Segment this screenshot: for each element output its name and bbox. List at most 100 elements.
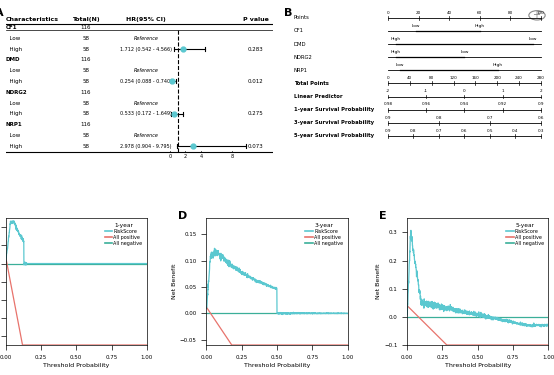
Text: E: E bbox=[379, 211, 387, 220]
Text: Reference: Reference bbox=[134, 36, 158, 41]
Text: 0.254 (0.088 - 0.740): 0.254 (0.088 - 0.740) bbox=[120, 79, 172, 84]
Text: 3-year Survival Probability: 3-year Survival Probability bbox=[294, 120, 374, 125]
Text: A: A bbox=[0, 8, 3, 18]
Text: Total Points: Total Points bbox=[294, 81, 329, 86]
Text: 58: 58 bbox=[82, 133, 89, 138]
Text: 40: 40 bbox=[447, 10, 452, 15]
Text: Points: Points bbox=[294, 15, 310, 20]
Text: 58: 58 bbox=[82, 79, 89, 84]
Y-axis label: Net Benefit: Net Benefit bbox=[172, 264, 177, 299]
Text: -2: -2 bbox=[386, 89, 390, 93]
Text: High: High bbox=[391, 50, 401, 54]
Text: Low: Low bbox=[6, 100, 20, 105]
Text: 58: 58 bbox=[82, 46, 89, 51]
Text: 200: 200 bbox=[493, 76, 501, 80]
Text: 20: 20 bbox=[416, 10, 421, 15]
Text: P value: P value bbox=[243, 17, 269, 22]
Text: 1.712 (0.542 - 4.566): 1.712 (0.542 - 4.566) bbox=[120, 46, 172, 51]
Text: 0.9: 0.9 bbox=[385, 129, 391, 133]
Text: 0.5: 0.5 bbox=[486, 129, 493, 133]
Text: 0.6: 0.6 bbox=[537, 116, 544, 120]
Text: Low: Low bbox=[460, 50, 469, 54]
Text: Low: Low bbox=[396, 63, 404, 67]
Text: HR(95% CI): HR(95% CI) bbox=[126, 17, 166, 22]
Text: +: + bbox=[532, 10, 540, 20]
Text: Low: Low bbox=[6, 68, 20, 73]
Text: 0.3: 0.3 bbox=[537, 129, 544, 133]
Text: 0.98: 0.98 bbox=[383, 102, 393, 106]
Text: B: B bbox=[284, 8, 292, 18]
Text: 0.9: 0.9 bbox=[537, 102, 544, 106]
Text: 0.012: 0.012 bbox=[248, 79, 263, 84]
Text: 160: 160 bbox=[471, 76, 479, 80]
Text: 100: 100 bbox=[537, 10, 545, 15]
Text: 2.978 (0.904 - 9.795): 2.978 (0.904 - 9.795) bbox=[120, 144, 172, 148]
Text: DMD: DMD bbox=[294, 42, 306, 46]
Text: 58: 58 bbox=[82, 111, 89, 116]
Text: High: High bbox=[6, 111, 22, 116]
Text: CF1: CF1 bbox=[6, 25, 17, 30]
Text: 5-year Survival Probability: 5-year Survival Probability bbox=[294, 134, 374, 138]
Text: Total(N): Total(N) bbox=[72, 17, 100, 22]
Text: 280: 280 bbox=[537, 76, 545, 80]
Text: 0.7: 0.7 bbox=[435, 129, 442, 133]
Text: 0.7: 0.7 bbox=[486, 116, 493, 120]
Text: 4: 4 bbox=[199, 154, 203, 159]
Text: 116: 116 bbox=[80, 90, 91, 95]
Text: 0.4: 0.4 bbox=[512, 129, 519, 133]
Text: D: D bbox=[178, 211, 187, 220]
Text: 0.283: 0.283 bbox=[248, 46, 263, 51]
Text: 120: 120 bbox=[450, 76, 458, 80]
Text: 58: 58 bbox=[82, 68, 89, 73]
Text: 116: 116 bbox=[80, 25, 91, 30]
Text: 0.92: 0.92 bbox=[498, 102, 507, 106]
Text: High: High bbox=[6, 79, 22, 84]
Text: 0.96: 0.96 bbox=[422, 102, 431, 106]
Text: DMD: DMD bbox=[6, 57, 20, 62]
Text: NRP1: NRP1 bbox=[294, 68, 308, 73]
Legend: RiskScore, All positive, All negative: RiskScore, All positive, All negative bbox=[504, 221, 546, 248]
Text: 0.94: 0.94 bbox=[460, 102, 469, 106]
Y-axis label: Net Benefit: Net Benefit bbox=[376, 264, 381, 299]
Text: 80: 80 bbox=[429, 76, 434, 80]
Text: 8: 8 bbox=[230, 154, 234, 159]
X-axis label: Threshold Probability: Threshold Probability bbox=[244, 363, 310, 368]
Text: 80: 80 bbox=[507, 10, 513, 15]
Text: High: High bbox=[391, 37, 401, 41]
Text: Reference: Reference bbox=[134, 68, 158, 73]
Text: High: High bbox=[6, 144, 22, 148]
Text: Low: Low bbox=[529, 37, 537, 41]
Text: 116: 116 bbox=[80, 122, 91, 127]
Text: 0.9: 0.9 bbox=[385, 116, 391, 120]
Text: NRP1: NRP1 bbox=[6, 122, 22, 127]
Text: 116: 116 bbox=[80, 57, 91, 62]
Legend: RiskScore, All positive, All negative: RiskScore, All positive, All negative bbox=[304, 221, 345, 248]
Text: 58: 58 bbox=[82, 144, 89, 148]
Text: 1-year Survival Probability: 1-year Survival Probability bbox=[294, 107, 374, 112]
Text: 0: 0 bbox=[168, 154, 172, 159]
Text: Reference: Reference bbox=[134, 133, 158, 138]
Text: 2: 2 bbox=[540, 89, 542, 93]
Text: 0.533 (0.172 - 1.649): 0.533 (0.172 - 1.649) bbox=[120, 111, 172, 116]
Text: High: High bbox=[6, 46, 22, 51]
Text: 0.6: 0.6 bbox=[461, 129, 468, 133]
Text: NDRG2: NDRG2 bbox=[294, 55, 312, 60]
Text: 0.8: 0.8 bbox=[435, 116, 442, 120]
Text: 0: 0 bbox=[387, 10, 389, 15]
Text: NDRG2: NDRG2 bbox=[6, 90, 27, 95]
Text: CF1: CF1 bbox=[294, 28, 304, 33]
Text: 2: 2 bbox=[184, 154, 187, 159]
Text: 60: 60 bbox=[477, 10, 483, 15]
Text: 240: 240 bbox=[515, 76, 523, 80]
Legend: RiskScore, All positive, All negative: RiskScore, All positive, All negative bbox=[102, 221, 145, 248]
Text: 0.8: 0.8 bbox=[411, 129, 417, 133]
X-axis label: Threshold Probability: Threshold Probability bbox=[444, 363, 511, 368]
Text: Characteristics: Characteristics bbox=[6, 17, 59, 22]
Text: 40: 40 bbox=[407, 76, 412, 80]
Text: Reference: Reference bbox=[134, 100, 158, 105]
Text: Low: Low bbox=[411, 24, 420, 28]
Text: Low: Low bbox=[6, 133, 20, 138]
Text: High: High bbox=[475, 24, 485, 28]
Text: High: High bbox=[493, 63, 503, 67]
Text: Low: Low bbox=[6, 36, 20, 41]
